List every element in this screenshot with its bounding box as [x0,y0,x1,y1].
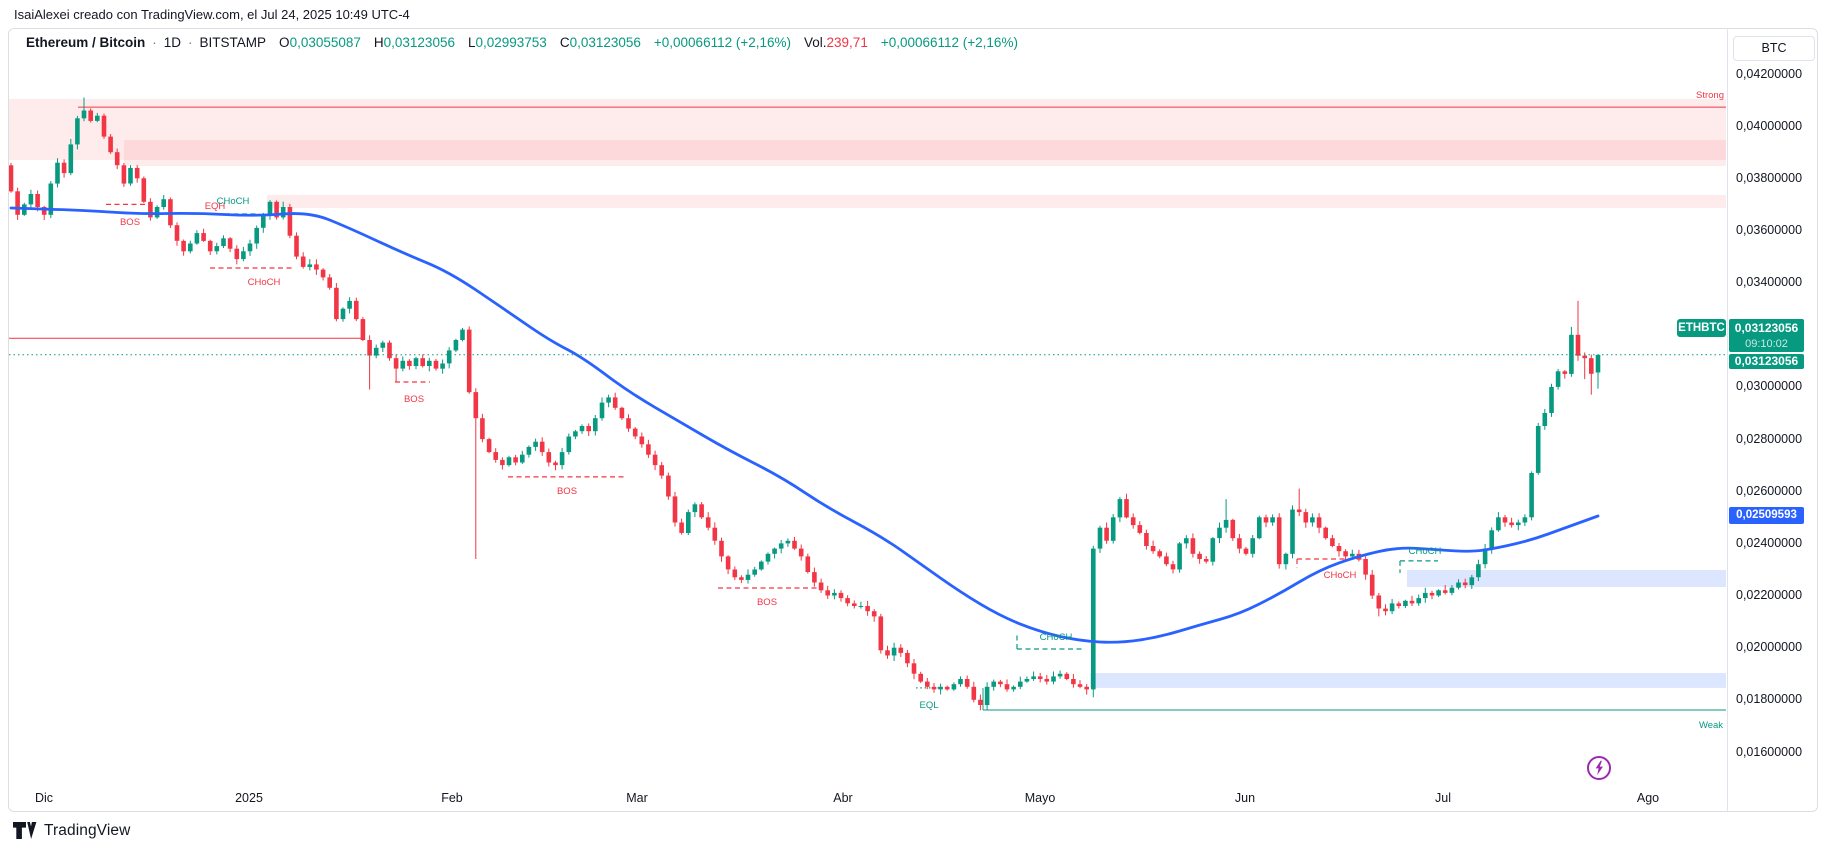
y-axis-label: 0,04000000 [1736,118,1803,133]
open-value: 0,03055087 [289,34,361,50]
high-value: 0,03123056 [383,34,455,50]
volume-label: Vol. [804,34,827,50]
lightning-icon [1587,756,1611,780]
x-axis-label: Abr [833,791,853,805]
x-axis-label: Ago [1636,791,1660,805]
tradingview-footer[interactable]: TradingView [12,821,130,840]
y-axis-label: 0,02400000 [1736,535,1803,550]
y-axis-label: 0,03600000 [1736,222,1803,237]
y-axis-label: 0,03000000 [1736,379,1803,394]
symbol-title: Ethereum / Bitcoin [26,34,146,50]
chart-canvas[interactable] [9,60,1726,788]
y-axis-label: 0,02000000 [1736,640,1803,655]
close-value: 0,03123056 [569,34,641,50]
y-axis-label: 0,02200000 [1736,588,1803,603]
x-axis-label: Jul [1435,791,1451,805]
x-axis-label: 2025 [235,791,263,805]
x-axis-label: Mar [626,791,648,805]
y-axis-label: 0,01800000 [1736,692,1803,707]
high-letter: H [373,34,384,50]
y-axis-label: 0,02600000 [1736,483,1803,498]
exchange-label: BITSTAMP [199,34,267,50]
current-price-value: 0,03123056 [1734,321,1799,335]
symbol-header: Ethereum / Bitcoin · 1D · BITSTAMP O0,03… [26,33,1018,51]
symbol-price-chip: ETHBTC [1677,319,1726,337]
price-axis-separator [1727,28,1728,811]
open-letter: O [279,34,290,50]
volume-value: 239,71 [826,34,868,50]
change-value: +0,00066112 (+2,16%) [653,34,791,50]
interval-label: 1D [163,34,182,50]
volume-change-value: +0,00066112 (+2,16%) [880,34,1018,50]
go-to-realtime-button[interactable] [1586,755,1612,781]
currency-toggle-btc[interactable]: BTC [1733,36,1815,61]
x-axis-label: Mayo [1024,791,1056,805]
y-axis-label: 0,02800000 [1736,431,1803,446]
y-axis-label: 0,03400000 [1736,275,1803,290]
low-letter: L [467,34,476,50]
y-axis-label: 0,04200000 [1736,66,1803,81]
separator-dot: · [152,34,157,50]
low-value: 0,02993753 [475,34,547,50]
bar-countdown: 09:10:02 [1745,338,1788,350]
tradingview-logo-text: TradingView [44,821,131,839]
x-axis-label: Jun [1234,791,1256,805]
attribution-text: IsaiAlexei creado con TradingView.com, e… [14,7,410,22]
separator-dot: · [188,34,193,50]
x-axis-label: Feb [441,791,463,805]
x-axis-label: Dic [34,791,54,805]
ma-value-badge: 0,02509593 [1729,507,1804,524]
last-price-badge: 0,03123056 [1729,353,1804,369]
close-letter: C [559,34,570,50]
y-axis-label: 0,01600000 [1736,744,1803,759]
y-axis-label: 0,03800000 [1736,170,1803,185]
tradingview-logo-icon [13,822,37,839]
current-price-badge: 0,03123056 09:10:02 [1729,319,1804,352]
